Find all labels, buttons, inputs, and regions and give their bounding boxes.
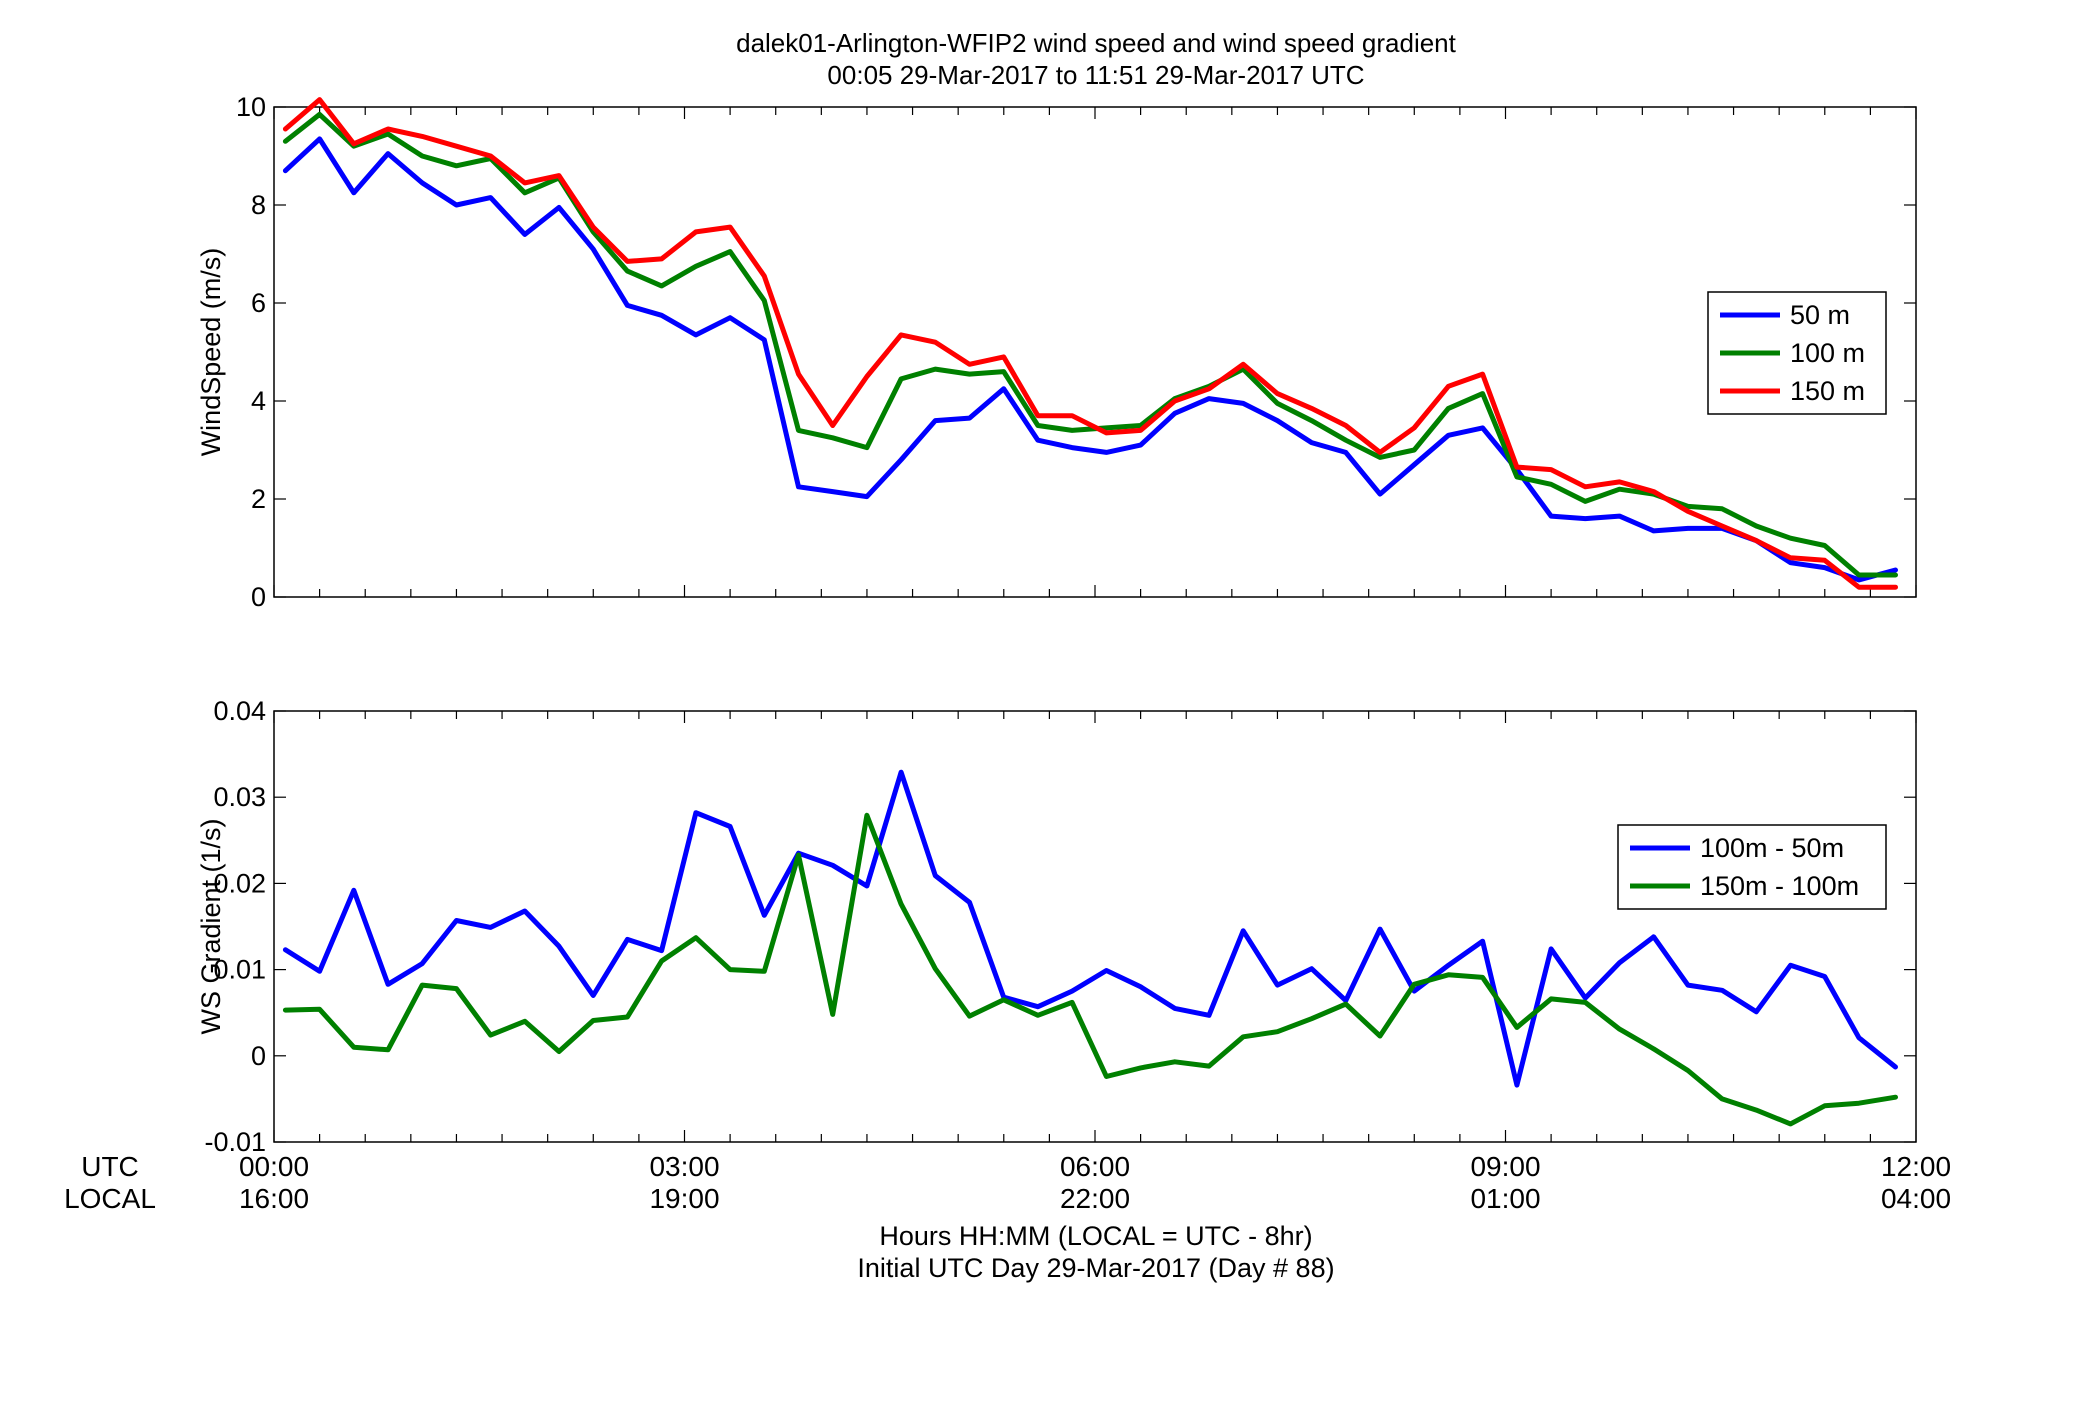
speed-y-tick-label: 2	[251, 484, 266, 514]
utc-row-label: UTC	[81, 1151, 139, 1182]
x-tick-label-local: 16:00	[239, 1183, 309, 1214]
gradient-y-axis-label: WS Gradient (1/s)	[196, 818, 226, 1034]
chart-title-line2: 00:05 29-Mar-2017 to 11:51 29-Mar-2017 U…	[827, 60, 1364, 90]
x-tick-label-utc: 06:00	[1060, 1151, 1130, 1182]
gradient-series-line-2	[282, 812, 1898, 1127]
gradient-y-tick-label: 0	[251, 1041, 266, 1071]
speed-y-tick-label: 0	[251, 582, 266, 612]
speed-series-line-3	[282, 97, 1898, 590]
chart-title-line1: dalek01-Arlington-WFIP2 wind speed and w…	[736, 28, 1457, 58]
gradient-y-tick-label: 0.04	[213, 696, 266, 726]
x-tick-label-local: 22:00	[1060, 1183, 1130, 1214]
speed-series-line-1	[282, 136, 1898, 583]
x-tick-label-utc: 03:00	[649, 1151, 719, 1182]
speed-y-tick-label: 6	[251, 288, 266, 318]
gradient-y-tick-label: 0.01	[213, 955, 266, 985]
wind-speed-panel: 0 2 4 6 8 10 WindSpeed (m/s) 50 m 100 m 150 m	[196, 92, 1917, 612]
x-tick-label-utc: 09:00	[1470, 1151, 1540, 1182]
speed-legend-label-3: 150 m	[1790, 376, 1865, 406]
gradient-axes-box	[273, 710, 1917, 1143]
x-axis-label-line2: Initial UTC Day 29-Mar-2017 (Day # 88)	[857, 1253, 1334, 1283]
gradient-y-tick-label: 0.02	[213, 868, 266, 898]
speed-y-axis-label: WindSpeed (m/s)	[196, 248, 226, 457]
gradient-y-tick-label: -0.01	[204, 1127, 266, 1157]
x-tick-label-local: 04:00	[1881, 1183, 1951, 1214]
gradient-legend-box	[1617, 824, 1887, 910]
speed-legend-label-1: 50 m	[1790, 300, 1850, 330]
gradient-y-tick-label: 0.03	[213, 782, 266, 812]
speed-y-tick-label: 8	[251, 190, 266, 220]
x-tick-label-utc: 12:00	[1881, 1151, 1951, 1182]
x-tick-label-local: 19:00	[649, 1183, 719, 1214]
x-tick-label-local: 01:00	[1470, 1183, 1540, 1214]
x-tick-label-utc: 00:00	[239, 1151, 309, 1182]
local-row-label: LOCAL	[64, 1183, 156, 1214]
speed-series-line-2	[282, 111, 1898, 578]
speed-y-tick-label: 4	[251, 386, 266, 416]
x-axis-label-line1: Hours HH:MM (LOCAL = UTC - 8hr)	[879, 1221, 1312, 1251]
gradient-series-line-1	[282, 769, 1898, 1088]
speed-legend-label-2: 100 m	[1790, 338, 1865, 368]
gradient-legend-label-1: 100m - 50m	[1700, 833, 1844, 863]
speed-y-tick-label: 10	[236, 92, 266, 122]
gradient-legend-label-2: 150m - 100m	[1700, 871, 1859, 901]
